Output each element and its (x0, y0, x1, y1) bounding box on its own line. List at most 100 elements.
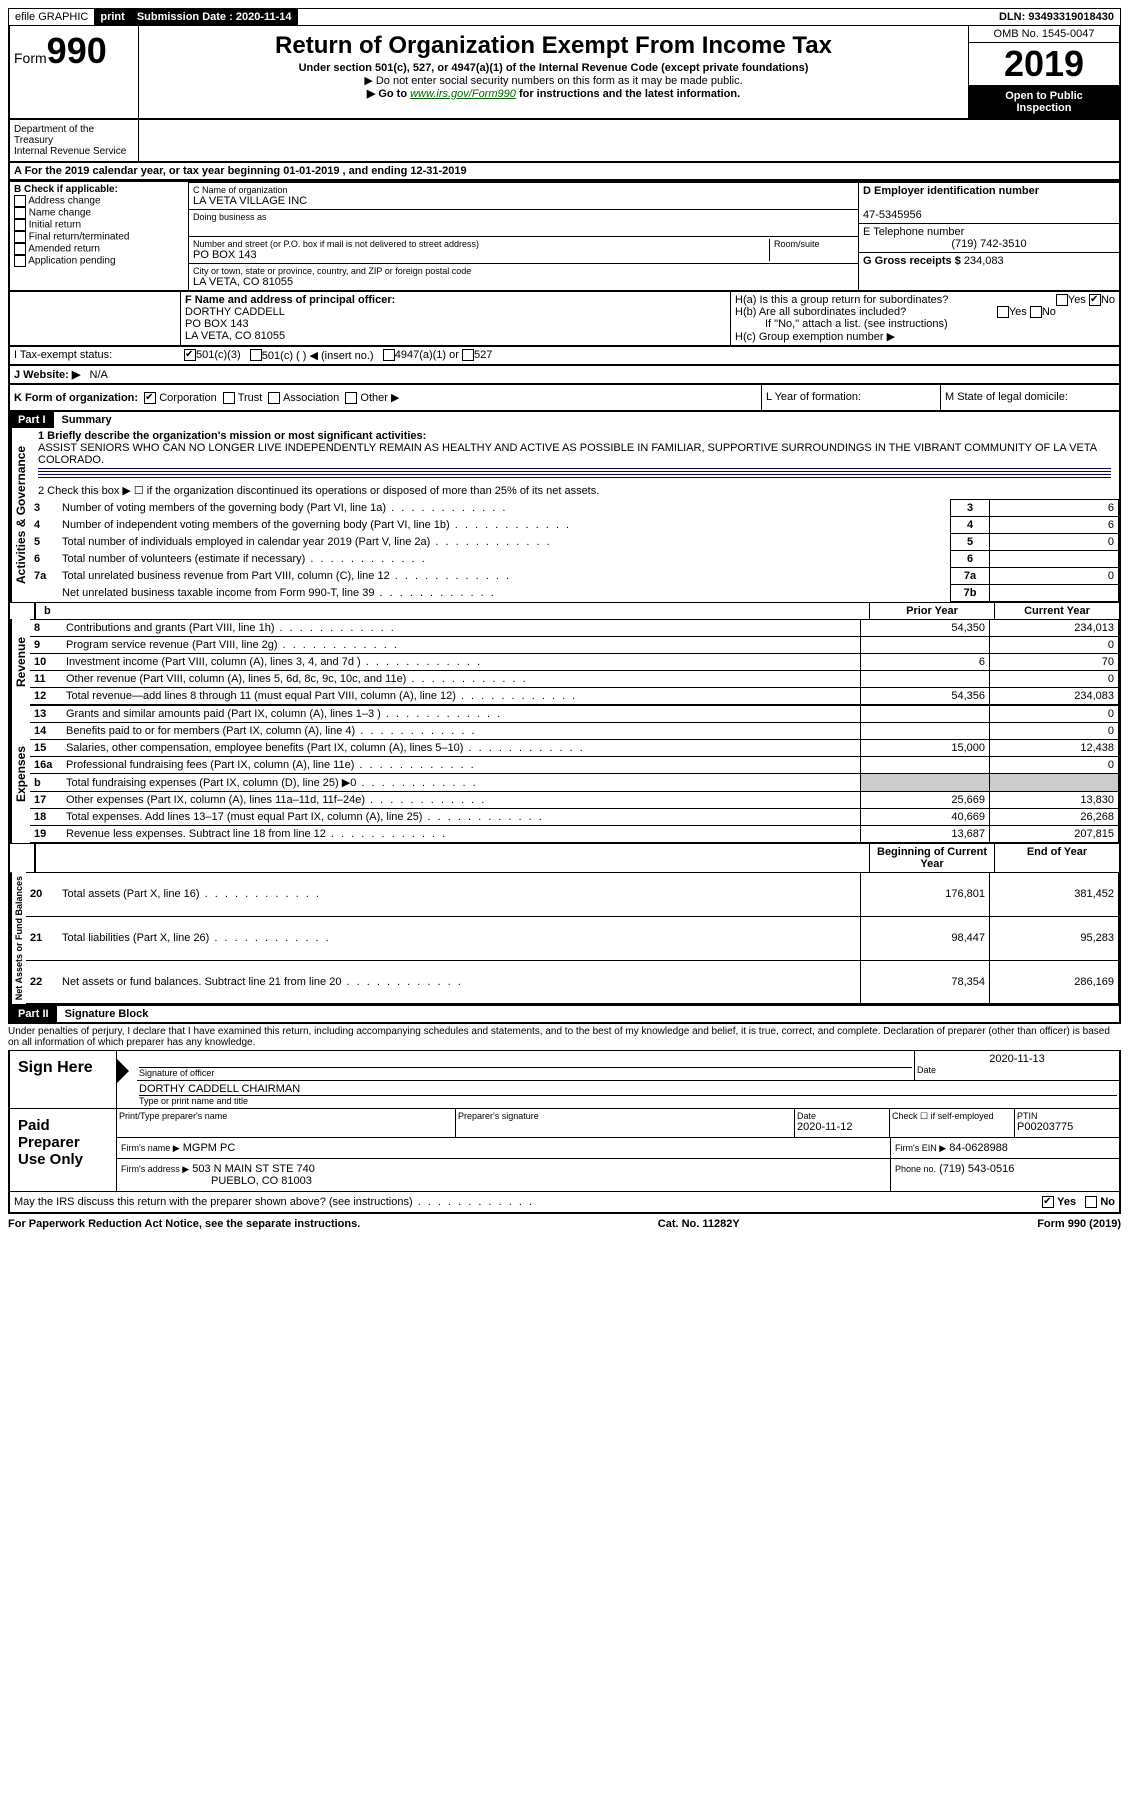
section-a: A For the 2019 calendar year, or tax yea… (8, 163, 1121, 181)
table-row: 4 Number of independent voting members o… (30, 517, 1119, 534)
ha-yes-checkbox[interactable] (1056, 294, 1068, 306)
line2: 2 Check this box ▶ ☐ if the organization… (30, 482, 1119, 499)
section-c: C Name of organization LA VETA VILLAGE I… (189, 182, 858, 290)
hb-no-checkbox[interactable] (1030, 306, 1042, 318)
subtitle: Under section 501(c), 527, or 4947(a)(1)… (143, 62, 964, 74)
department: Department of the Treasury Internal Reve… (10, 120, 139, 161)
section-j: J Website: ▶ N/A (8, 366, 1121, 385)
mission-text: ASSIST SENIORS WHO CAN NO LONGER LIVE IN… (38, 442, 1097, 466)
table-row: 13 Grants and similar amounts paid (Part… (30, 706, 1119, 723)
table-row: 21 Total liabilities (Part X, line 26) 9… (26, 916, 1119, 960)
discuss-no-checkbox[interactable] (1085, 1196, 1097, 1208)
sidebar-net-assets: Net Assets or Fund Balances (10, 872, 26, 1004)
name-change-checkbox[interactable] (14, 207, 26, 219)
initial-return-checkbox[interactable] (14, 219, 26, 231)
501c3-checkbox[interactable] (184, 349, 196, 361)
form-title: Return of Organization Exempt From Incom… (143, 32, 964, 60)
table-row: 8 Contributions and grants (Part VIII, l… (30, 620, 1119, 637)
exp-table: 13 Grants and similar amounts paid (Part… (30, 705, 1119, 843)
section-i: I Tax-exempt status: 501(c)(3) 501(c) ( … (8, 347, 1121, 366)
phone: (719) 742-3510 (863, 238, 1115, 250)
part1-title: Summary (54, 412, 120, 428)
addr-change-checkbox[interactable] (14, 195, 26, 207)
table-row: 12 Total revenue—add lines 8 through 11 … (30, 688, 1119, 705)
app-pending-checkbox[interactable] (14, 255, 26, 267)
form-header: Form990 Return of Organization Exempt Fr… (8, 26, 1121, 120)
table-row: 17 Other expenses (Part IX, column (A), … (30, 792, 1119, 809)
table-row: 5 Total number of individuals employed i… (30, 534, 1119, 551)
signature-block: Sign Here Signature of officer 2020-11-1… (8, 1050, 1121, 1214)
dln: DLN: 93493319018430 (993, 9, 1120, 25)
rev-table: 8 Contributions and grants (Part VIII, l… (30, 619, 1119, 705)
omb-number: OMB No. 1545-0047 (969, 26, 1119, 43)
org-info-block: B Check if applicable: Address change Na… (8, 181, 1121, 292)
website: N/A (90, 369, 108, 381)
sidebar-revenue: Revenue (10, 619, 30, 705)
corp-checkbox[interactable] (144, 392, 156, 404)
ptin: P00203775 (1017, 1121, 1117, 1133)
table-row: b Total fundraising expenses (Part IX, c… (30, 774, 1119, 792)
4947-checkbox[interactable] (383, 349, 395, 361)
org-name: LA VETA VILLAGE INC (193, 195, 854, 207)
firm-name: MGPM PC (183, 1142, 236, 1154)
final-return-checkbox[interactable] (14, 231, 26, 243)
section-b: B Check if applicable: Address change Na… (10, 182, 189, 290)
amended-checkbox[interactable] (14, 243, 26, 255)
sidebar-expenses: Expenses (10, 705, 30, 843)
footer: For Paperwork Reduction Act Notice, see … (8, 1214, 1121, 1234)
ein: 47-5345956 (863, 209, 922, 221)
501c-checkbox[interactable] (250, 349, 262, 361)
sidebar-activities: Activities & Governance (10, 428, 30, 602)
527-checkbox[interactable] (462, 349, 474, 361)
table-row: 14 Benefits paid to or for members (Part… (30, 723, 1119, 740)
table-row: 6 Total number of volunteers (estimate i… (30, 551, 1119, 568)
part2-header: Part II (10, 1006, 57, 1022)
instructions-link[interactable]: www.irs.gov/Form990 (410, 88, 516, 100)
org-city: LA VETA, CO 81055 (193, 276, 854, 288)
discuss-yes-checkbox[interactable] (1042, 1196, 1054, 1208)
section-deg: D Employer identification number 47-5345… (858, 182, 1119, 290)
sign-here-label: Sign Here (10, 1051, 117, 1108)
note-goto: ▶ Go to www.irs.gov/Form990 for instruct… (143, 87, 964, 100)
section-klm: K Form of organization: Corporation Trus… (8, 385, 1121, 412)
note-ssn: ▶ Do not enter social security numbers o… (143, 74, 964, 87)
ha-no-checkbox[interactable] (1089, 294, 1101, 306)
section-fh: F Name and address of principal officer:… (8, 292, 1121, 347)
table-row: 3 Number of voting members of the govern… (30, 500, 1119, 517)
discuss-row: May the IRS discuss this return with the… (10, 1191, 1119, 1212)
net-table: 20 Total assets (Part X, line 16) 176,80… (26, 872, 1119, 1004)
hb-yes-checkbox[interactable] (997, 306, 1009, 318)
org-address: PO BOX 143 (193, 249, 769, 261)
firm-ein: 84-0628988 (949, 1142, 1008, 1154)
section-l: L Year of formation: (761, 385, 940, 410)
submission-date-button[interactable]: Submission Date : 2020-11-14 (131, 9, 298, 25)
assoc-checkbox[interactable] (268, 392, 280, 404)
officer-name: DORTHY CADDELL CHAIRMAN (139, 1083, 1117, 1096)
part1-header: Part I (10, 412, 54, 428)
table-row: 10 Investment income (Part VIII, column … (30, 654, 1119, 671)
table-row: 20 Total assets (Part X, line 16) 176,80… (26, 873, 1119, 917)
table-row: 16a Professional fundraising fees (Part … (30, 757, 1119, 774)
table-row: Net unrelated business taxable income fr… (30, 585, 1119, 602)
trust-checkbox[interactable] (223, 392, 235, 404)
preparer-phone: (719) 543-0516 (939, 1163, 1014, 1175)
open-to-public: Open to Public Inspection (969, 86, 1119, 118)
table-row: 18 Total expenses. Add lines 13–17 (must… (30, 809, 1119, 826)
ag-table: 3 Number of voting members of the govern… (30, 499, 1119, 602)
other-checkbox[interactable] (345, 392, 357, 404)
section-f: F Name and address of principal officer:… (181, 292, 731, 345)
section-m: M State of legal domicile: (940, 385, 1119, 410)
declaration: Under penalties of perjury, I declare th… (8, 1024, 1121, 1050)
efile-label: efile GRAPHIC (9, 9, 94, 25)
part2-title: Signature Block (57, 1006, 157, 1022)
sig-date: 2020-11-13 (917, 1053, 1117, 1065)
gross-receipts: 234,083 (964, 255, 1004, 267)
print-button[interactable]: print (94, 9, 130, 25)
table-row: 15 Salaries, other compensation, employe… (30, 740, 1119, 757)
table-row: 9 Program service revenue (Part VIII, li… (30, 637, 1119, 654)
table-row: 11 Other revenue (Part VIII, column (A),… (30, 671, 1119, 688)
tax-year: 2019 (969, 43, 1119, 86)
section-h: H(a) Is this a group return for subordin… (731, 292, 1119, 345)
table-row: 7a Total unrelated business revenue from… (30, 568, 1119, 585)
top-bar: efile GRAPHIC print Submission Date : 20… (8, 8, 1121, 26)
